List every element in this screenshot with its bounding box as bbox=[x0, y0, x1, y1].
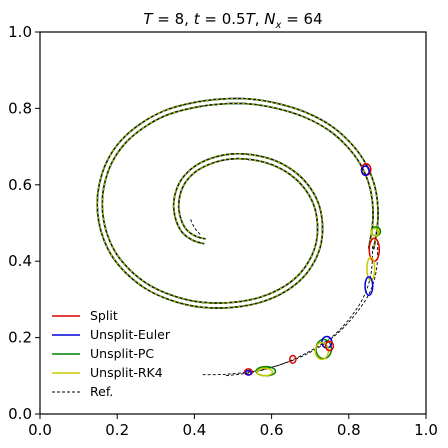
series-ref-edge-2 bbox=[101, 103, 374, 304]
axis-ticks: 0.0 0.2 0.4 0.6 0.8 1.0 0.0 0.2 0.4 0.6 0.8 1.0 bbox=[8, 23, 438, 439]
legend-label-ref: Ref. bbox=[90, 384, 113, 399]
legend-item-ref: Ref. bbox=[52, 384, 113, 399]
legend-item-split: Split bbox=[52, 308, 118, 323]
x-tick-label: 1.0 bbox=[414, 421, 438, 439]
legend-item-unsplit-euler: Unsplit-Euler bbox=[52, 327, 171, 342]
blob-split-11 bbox=[324, 340, 335, 352]
y-tick-label: 0.4 bbox=[8, 252, 32, 270]
y-tick-label: 1.0 bbox=[8, 23, 32, 41]
x-tick-label: 0.4 bbox=[182, 421, 206, 439]
blob-unsplit-rk4-6 bbox=[366, 256, 376, 282]
x-tick-label: 0.0 bbox=[28, 421, 52, 439]
legend-item-unsplit-rk4: Unsplit-RK4 bbox=[52, 365, 163, 380]
legend-label-split: Split bbox=[90, 308, 118, 323]
blob-split-14 bbox=[288, 354, 297, 364]
series-ref-tail-3 bbox=[225, 245, 374, 377]
blob-unsplit-rk4-4 bbox=[370, 227, 380, 237]
blob-unsplit-euler-7 bbox=[364, 276, 374, 296]
plot-frame bbox=[39, 31, 427, 415]
chart-title: T = 8, t = 0.5T, Nx = 64 bbox=[143, 10, 322, 31]
blob-unsplit-euler-16 bbox=[244, 369, 252, 376]
blob-unsplit-euler-2 bbox=[360, 165, 371, 176]
x-tick-label: 0.6 bbox=[260, 421, 284, 439]
legend-label-unsplit-rk4: Unsplit-RK4 bbox=[90, 365, 163, 380]
x-tick-label: 0.2 bbox=[105, 421, 129, 439]
series-layer bbox=[96, 97, 382, 377]
legend-item-unsplit-pc: Unsplit-PC bbox=[52, 346, 154, 361]
series-ref-edge-1 bbox=[96, 98, 379, 309]
legend-label-unsplit-euler: Unsplit-Euler bbox=[90, 327, 171, 342]
series-ref-tail-1 bbox=[190, 218, 201, 235]
blob-unsplit-rk4-13 bbox=[256, 367, 274, 377]
legend: Split Unsplit-Euler Unsplit-PC Unsplit-R… bbox=[52, 308, 171, 399]
y-tick-label: 0.0 bbox=[8, 405, 32, 423]
series-unsplit-rk4-edge-2 bbox=[101, 102, 374, 304]
legend-label-unsplit-pc: Unsplit-PC bbox=[90, 346, 154, 361]
x-tick-label: 0.8 bbox=[337, 421, 361, 439]
y-tick-label: 0.8 bbox=[8, 99, 32, 117]
y-tick-label: 0.6 bbox=[8, 176, 32, 194]
y-tick-label: 0.2 bbox=[8, 329, 32, 347]
